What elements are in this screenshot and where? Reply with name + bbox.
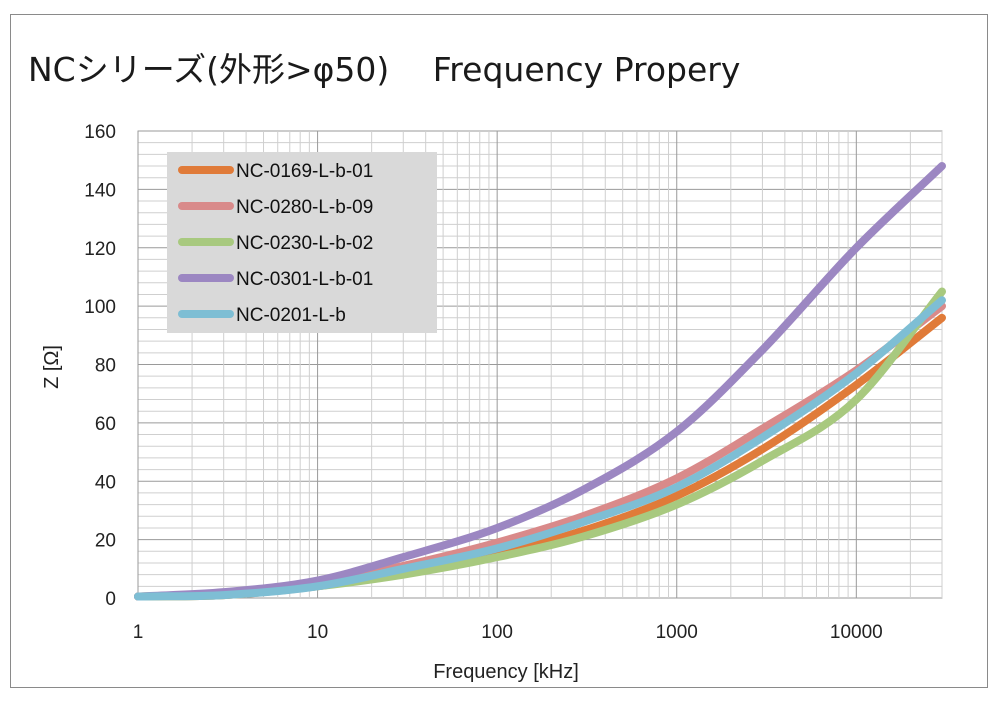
legend-label: NC-0230-L-b-02 (236, 233, 373, 254)
x-axis-label: Frequency [kHz] (433, 661, 579, 683)
y-axis-label: Z [Ω] (41, 345, 63, 389)
y-tick-label: 20 (95, 531, 116, 552)
y-tick-label: 60 (95, 414, 116, 435)
legend-label: NC-0169-L-b-01 (236, 161, 373, 182)
series-line-5 (134, 296, 946, 601)
legend-label: NC-0301-L-b-01 (236, 269, 373, 290)
y-tick-labels: 0 20 40 60 80 100 120 140 160 (84, 122, 116, 610)
y-tick-label: 40 (95, 472, 116, 493)
y-tick-label: 120 (84, 239, 116, 260)
legend-label: NC-0201-L-b (236, 305, 346, 326)
x-tick-label: 100 (481, 622, 513, 643)
y-tick-label: 140 (84, 180, 116, 201)
x-tick-label: 1 (133, 622, 144, 643)
legend-label: NC-0280-L-b-09 (236, 197, 373, 218)
series-lines (134, 162, 946, 601)
y-tick-label: 100 (84, 297, 116, 318)
series-line-4 (134, 162, 946, 601)
x-tick-label: 10000 (830, 622, 883, 643)
legend: NC-0169-L-b-01 NC-0280-L-b-09 NC-0230-L-b-… (167, 152, 437, 333)
y-tick-label: 80 (95, 356, 116, 377)
x-tick-label: 1000 (656, 622, 698, 643)
chart-title: NCシリーズ(外形>φ50) Frequency Propery (28, 50, 740, 89)
x-tick-labels: 1 10 100 1000 10000 (133, 622, 883, 643)
y-tick-label: 160 (84, 122, 116, 143)
y-tick-label: 0 (105, 589, 116, 610)
x-tick-label: 10 (307, 622, 328, 643)
